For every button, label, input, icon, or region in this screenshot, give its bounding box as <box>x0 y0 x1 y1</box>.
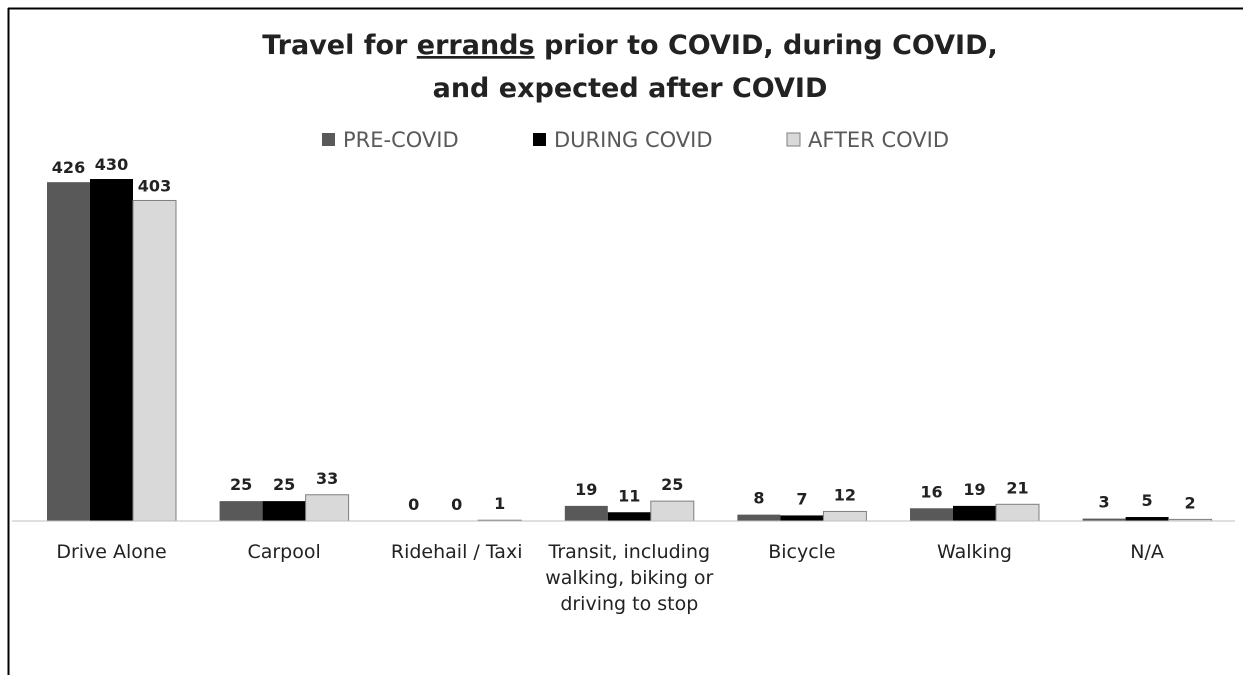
category-label-0-0: Drive Alone <box>56 541 166 563</box>
chart-title-part2: prior to COVID, during COVID, <box>535 30 998 61</box>
data-label-1-2: 33 <box>316 469 338 488</box>
data-label-6-1: 5 <box>1142 491 1153 510</box>
category-label-3-0: Transit, including <box>548 541 711 563</box>
bar-4-0 <box>737 514 781 521</box>
bar-0-0 <box>47 182 90 521</box>
legend-swatch-1 <box>533 133 546 146</box>
chart-title-part1: Travel for <box>262 30 417 61</box>
data-label-2-1: 0 <box>451 495 462 514</box>
bar-0-1 <box>90 179 133 521</box>
bar-3-1 <box>607 512 651 521</box>
category-label-1-0: Carpool <box>247 541 320 563</box>
data-label-6-0: 3 <box>1099 493 1110 512</box>
category-label-3-2: driving to stop <box>560 593 698 615</box>
data-label-6-2: 2 <box>1185 493 1196 512</box>
legend: PRE-COVID DURING COVID AFTER COVID <box>322 128 949 152</box>
chart-title: Travel for errands prior to COVID, durin… <box>262 30 998 61</box>
bar-3-2 <box>650 500 695 522</box>
data-label-4-0: 8 <box>753 489 764 508</box>
category-label-4-0: Bicycle <box>768 541 835 563</box>
bar-1-2 <box>305 494 350 522</box>
bar-5-2 <box>995 503 1040 522</box>
bar-5-0 <box>910 508 953 521</box>
legend-label-0: PRE-COVID <box>343 128 459 152</box>
bar-6-0 <box>1082 518 1126 521</box>
legend-label-1: DURING COVID <box>554 128 713 152</box>
bar-3-0 <box>564 505 608 521</box>
data-label-1-0: 25 <box>230 475 252 494</box>
bar-1-1 <box>262 501 306 521</box>
plot-area: 426 430 403 25 25 33 0 0 1 19 11 25 8 7 12 16 19 21 3 5 2 <box>47 155 1213 522</box>
legend-swatch-2 <box>786 132 801 147</box>
data-label-5-1: 19 <box>963 480 985 499</box>
category-label-6-0: N/A <box>1130 541 1164 563</box>
bar-0-2 <box>132 199 177 522</box>
data-label-2-2: 1 <box>494 494 505 513</box>
bar-5-1 <box>953 505 996 521</box>
x-axis-labels: Drive Alone Carpool Ridehail / Taxi Transit… <box>56 541 1164 615</box>
category-label-3-1: walking, biking or <box>545 567 713 589</box>
data-label-4-2: 12 <box>834 485 856 504</box>
data-label-5-0: 16 <box>920 482 942 501</box>
bar-4-1 <box>780 515 824 521</box>
legend-label-2: AFTER COVID <box>808 128 949 152</box>
data-label-2-0: 0 <box>408 495 419 514</box>
data-label-3-2: 25 <box>661 475 683 494</box>
data-label-5-2: 21 <box>1006 478 1028 497</box>
category-label-2-0: Ridehail / Taxi <box>391 541 523 563</box>
data-label-3-0: 19 <box>575 480 597 499</box>
data-label-0-2: 403 <box>138 176 171 195</box>
bar-1-0 <box>219 501 263 521</box>
bar-6-1 <box>1125 517 1169 521</box>
category-label-5-0: Walking <box>937 541 1012 563</box>
chart-title-underlined: errands <box>417 30 535 61</box>
data-label-0-1: 430 <box>95 155 128 174</box>
data-label-4-1: 7 <box>796 489 807 508</box>
legend-swatch-0 <box>322 133 335 146</box>
data-label-3-1: 11 <box>618 486 640 505</box>
chart-title-line2: and expected after COVID <box>433 73 828 104</box>
data-label-0-0: 426 <box>52 158 85 177</box>
data-label-1-1: 25 <box>273 475 295 494</box>
bar-4-2 <box>822 510 867 522</box>
